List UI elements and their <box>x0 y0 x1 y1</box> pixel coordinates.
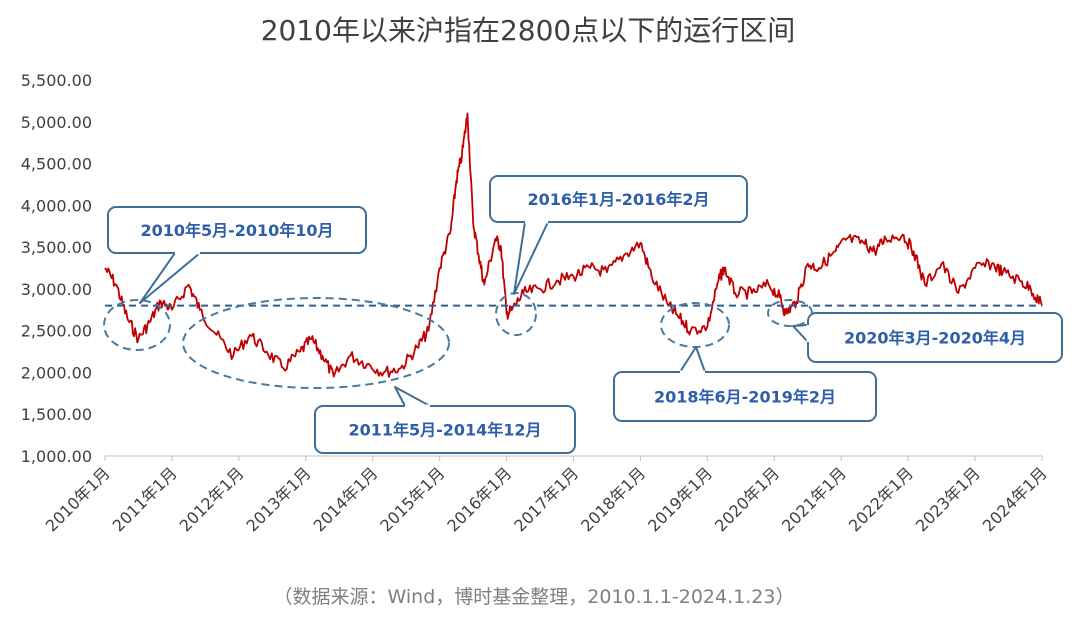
callout-label: 2011年5月-2014年12月 <box>348 421 541 440</box>
annotations: 2010年5月-2010年10月 2011年5月-2014年12月 2016年1月-… <box>103 175 1063 454</box>
callout-label: 2010年5月-2010年10月 <box>140 221 333 240</box>
range-ellipse <box>103 299 171 351</box>
callout-box <box>314 405 576 454</box>
y-tick-label: 2,000.00 <box>21 363 92 382</box>
y-tick-label: 1,500.00 <box>21 405 92 424</box>
callout-label: 2020年3月-2020年4月 <box>844 329 1026 348</box>
x-axis: 2010年1月2011年1月2012年1月2013年1月2014年1月2015年… <box>42 456 1051 535</box>
source-note: （数据来源：Wind，博时基金整理，2010.1.1-2024.1.23） <box>274 586 795 608</box>
range-ellipse <box>182 297 450 389</box>
y-tick-label: 4,500.00 <box>21 155 92 174</box>
x-tick-label: 2013年1月 <box>243 463 315 535</box>
x-tick-label: 2024年1月 <box>979 463 1051 535</box>
y-tick-label: 3,000.00 <box>21 280 92 299</box>
y-tick-label: 1,000.00 <box>21 447 92 466</box>
callout-label: 2018年6月-2019年2月 <box>654 388 836 407</box>
y-tick-label: 2,500.00 <box>21 322 92 341</box>
x-tick-label: 2022年1月 <box>845 463 917 535</box>
x-tick-label: 2018年1月 <box>577 463 649 535</box>
y-tick-label: 3,500.00 <box>21 238 92 257</box>
x-tick-label: 2021年1月 <box>778 463 850 535</box>
x-tick-label: 2016年1月 <box>443 463 515 535</box>
callout-box <box>613 371 877 422</box>
x-tick-label: 2010年1月 <box>42 463 114 535</box>
x-tick-label: 2023年1月 <box>912 463 984 535</box>
x-tick-label: 2015年1月 <box>376 463 448 535</box>
y-tick-label: 5,500.00 <box>21 71 92 90</box>
y-tick-label: 5,000.00 <box>21 113 92 132</box>
y-tick-label: 4,000.00 <box>21 196 92 215</box>
callout-label: 2016年1月-2016年2月 <box>528 190 710 209</box>
x-tick-label: 2012年1月 <box>176 463 248 535</box>
series-line <box>104 112 1043 378</box>
callout-pointer <box>679 346 706 373</box>
callout-pointer <box>394 386 431 407</box>
chart-title: 2010年以来沪指在2800点以下的运行区间 <box>261 14 796 47</box>
x-tick-label: 2020年1月 <box>711 463 783 535</box>
x-tick-label: 2011年1月 <box>109 463 181 535</box>
range-ellipse <box>495 292 537 336</box>
y-axis: 1,000.00 1,500.00 2,000.00 2,500.00 3,000.00… <box>21 71 92 466</box>
callout-box <box>107 206 367 254</box>
callout-pointer <box>513 221 549 295</box>
callout-pointer <box>792 324 809 343</box>
x-tick-label: 2017年1月 <box>510 463 582 535</box>
range-ellipse <box>660 302 730 348</box>
callout-box <box>489 175 748 223</box>
x-tick-label: 2019年1月 <box>644 463 716 535</box>
x-tick-label: 2014年1月 <box>309 463 381 535</box>
